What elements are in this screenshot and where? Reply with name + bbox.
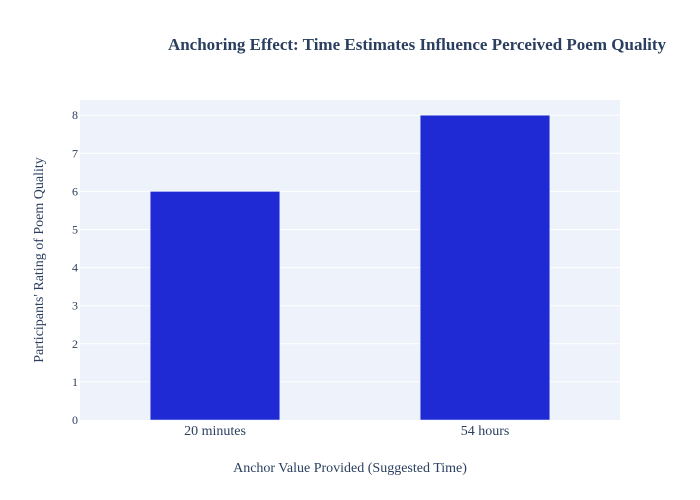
chart-title: Anchoring Effect: Time Estimates Influen… (168, 35, 667, 54)
y-axis-ticks: 0 1 2 3 4 5 6 7 8 (72, 108, 78, 427)
x-axis-title: Anchor Value Provided (Suggested Time) (233, 461, 467, 476)
y-axis-title: Participants' Rating of Poem Quality (32, 157, 47, 363)
y-tick-label: 0 (72, 413, 78, 427)
y-tick-label: 3 (72, 299, 78, 313)
y-tick-label: 7 (72, 146, 78, 160)
y-tick-label: 2 (72, 337, 78, 351)
bars (149, 114, 551, 421)
y-tick-label: 5 (72, 223, 78, 237)
y-tick-label: 8 (72, 108, 78, 122)
x-tick-label: 54 hours (461, 424, 510, 439)
x-axis-ticks: 20 minutes 54 hours (184, 424, 509, 439)
bar-2[interactable] (419, 114, 551, 421)
y-tick-label: 1 (72, 375, 78, 389)
bar-1[interactable] (149, 191, 281, 421)
y-tick-label: 6 (72, 184, 78, 198)
x-tick-label: 20 minutes (184, 424, 246, 439)
y-tick-label: 4 (72, 261, 78, 275)
